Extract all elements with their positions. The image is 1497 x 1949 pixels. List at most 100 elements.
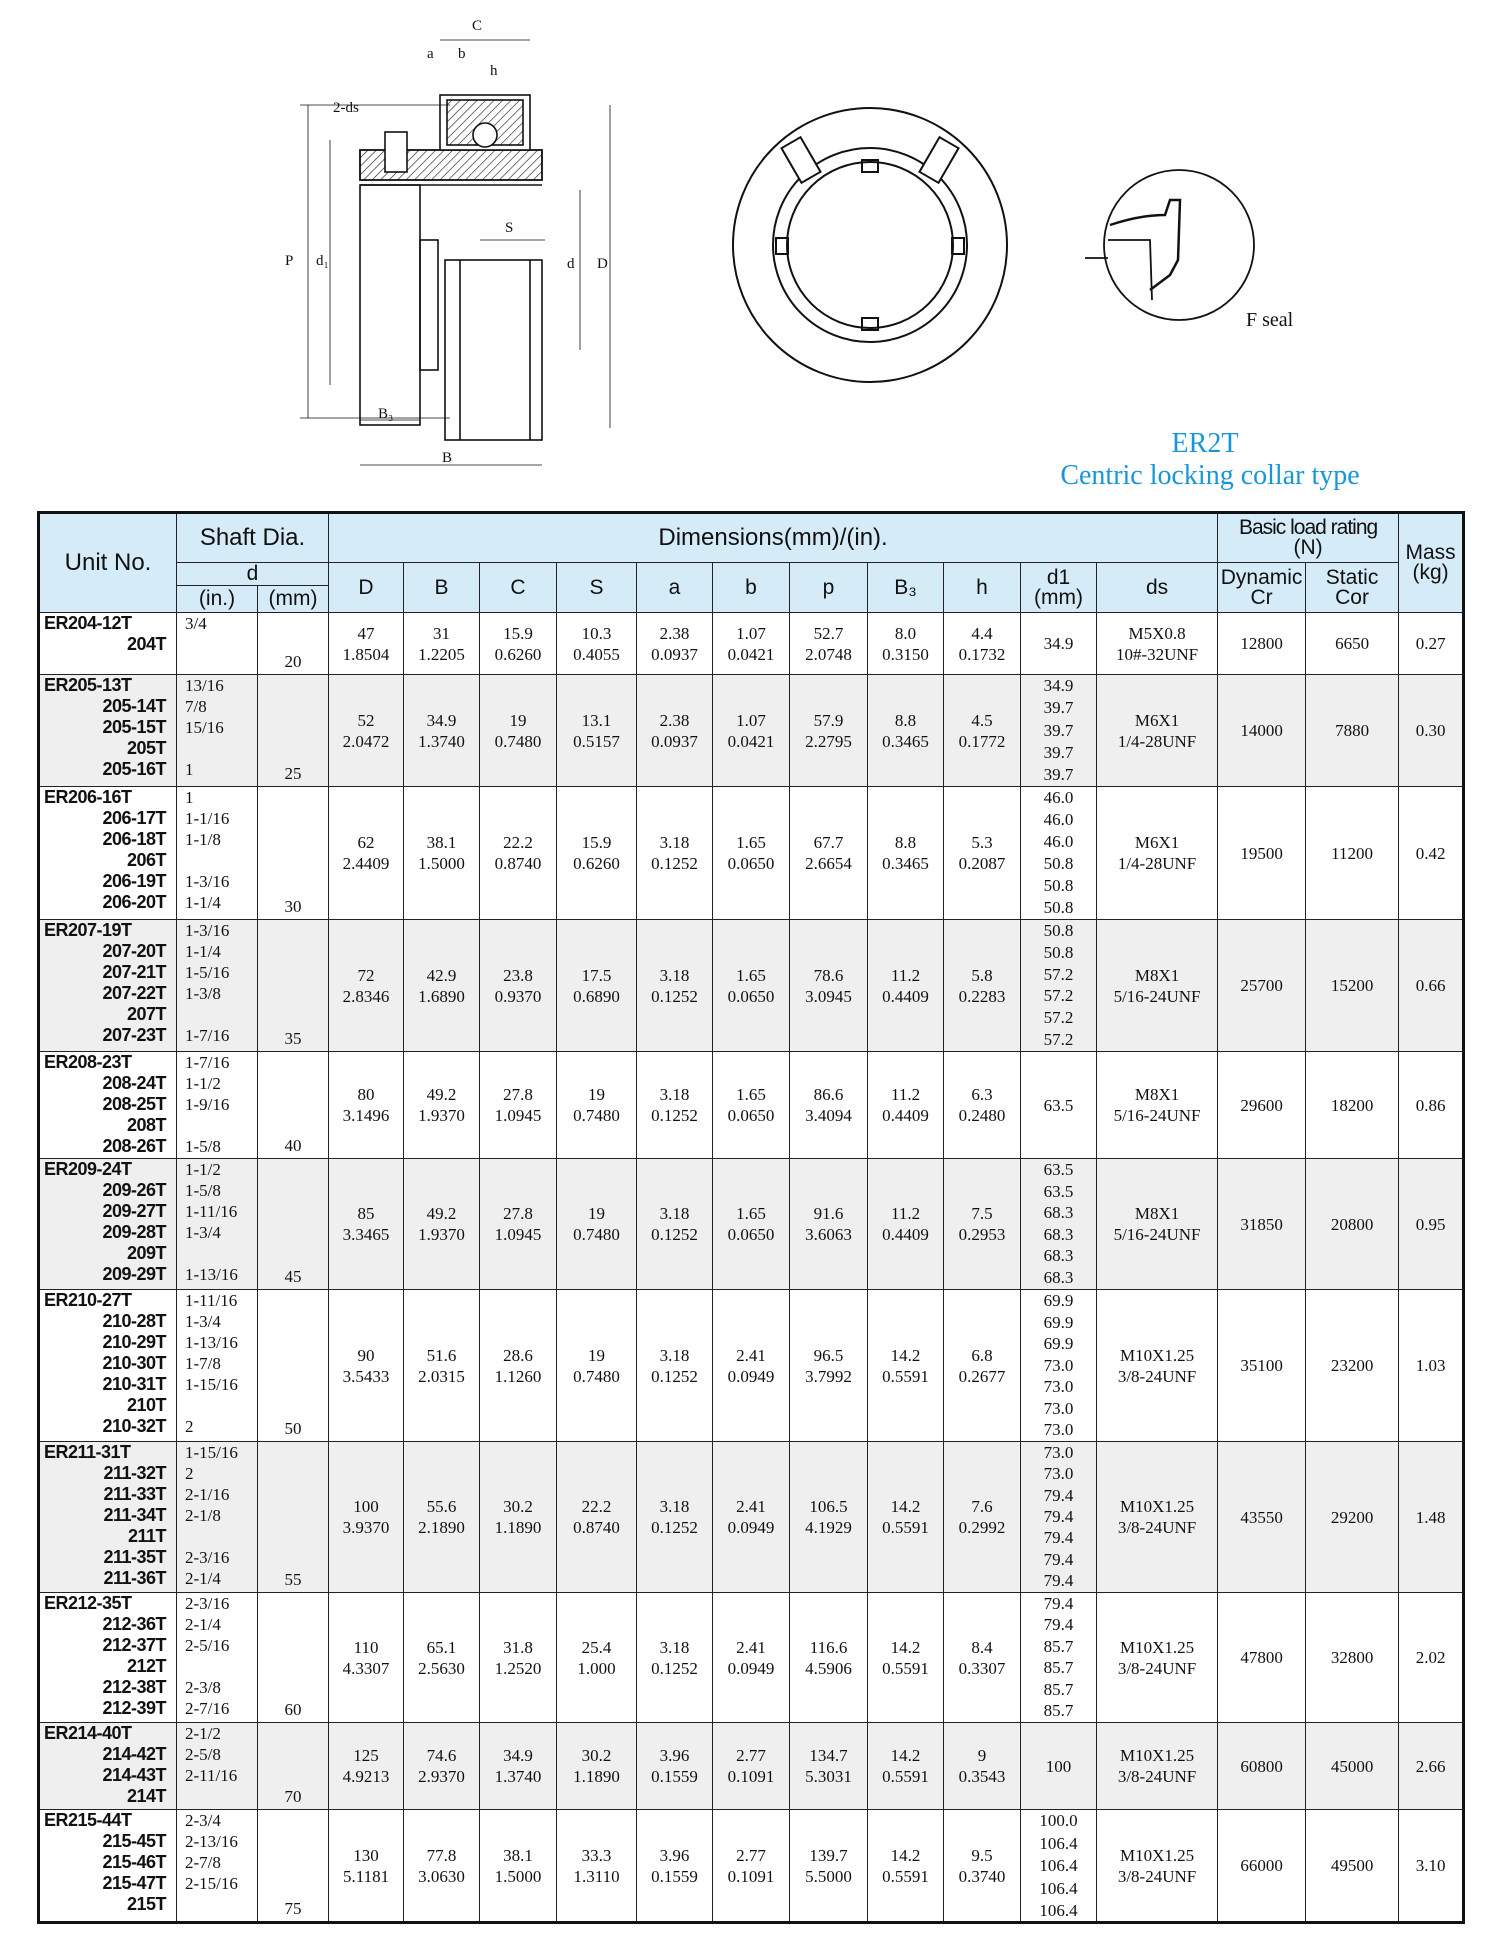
dim-p-value: 86.6 bbox=[813, 1085, 844, 1104]
product-subtitle: Centric locking collar type bbox=[1060, 460, 1360, 491]
dim-C-cell: 27.8 1.0945 bbox=[479, 1051, 558, 1159]
header-col-D: D bbox=[328, 562, 405, 613]
ds-value: 10#-32UNF bbox=[1115, 644, 1199, 664]
unit-no: ER210-27T bbox=[44, 1290, 132, 1310]
unit-no: 205T bbox=[126, 738, 167, 758]
dim-B3-cell: 14.2 0.5591 bbox=[867, 1592, 945, 1723]
dim-B-cell: 65.1 2.5630 bbox=[403, 1592, 481, 1723]
unit-no: 205-14T bbox=[102, 696, 166, 716]
dim-B-value: 2.0315 bbox=[418, 1366, 465, 1386]
dim-h-value: 8.4 bbox=[971, 1637, 993, 1657]
dynamic-cr-cell: 43550 bbox=[1217, 1441, 1307, 1593]
shaft-mm-cell: 30 bbox=[256, 786, 330, 920]
dim-B3-cell: 8.8 0.3465 bbox=[867, 786, 945, 920]
mass-unit: (kg) bbox=[1412, 561, 1449, 584]
dynamic-cr-cell: 12800 bbox=[1217, 612, 1307, 675]
dim-b-value: 1.07 bbox=[736, 710, 766, 730]
dim-b-cell: 2.41 0.0949 bbox=[712, 1289, 791, 1442]
shaft-inch: 1-1/4 bbox=[185, 942, 221, 961]
shaft-inch: 1-3/8 bbox=[185, 984, 221, 1003]
unit-no: 211-32T bbox=[103, 1463, 166, 1483]
shaft-inch: 2-15/16 bbox=[185, 1874, 238, 1893]
dim-D-value: 3.1496 bbox=[342, 1106, 390, 1125]
d1-value: 85.7 bbox=[1043, 1700, 1074, 1720]
dim-B3-cell: 14.2 0.5591 bbox=[867, 1441, 945, 1593]
shaft-inch: 15/16 bbox=[185, 718, 224, 737]
dim-S-value: 17.5 bbox=[581, 965, 612, 985]
dim-B-value: 51.6 bbox=[426, 1345, 457, 1365]
d1-value: 79.4 bbox=[1043, 1549, 1074, 1569]
dim-C-value: 28.6 bbox=[503, 1345, 533, 1365]
dim-D-value: 3.5433 bbox=[342, 1366, 390, 1386]
dim-C-value: 31.8 bbox=[503, 1637, 533, 1657]
d1-cell: 63.5 bbox=[1020, 1051, 1098, 1159]
dim-D-value: 80 bbox=[357, 1085, 375, 1104]
shaft-inch: 2-5/16 bbox=[185, 1636, 230, 1655]
d1-value: 73.0 bbox=[1043, 1443, 1074, 1462]
unit-no: 212-36T bbox=[102, 1614, 166, 1634]
unit-no: 211-36T bbox=[103, 1568, 166, 1588]
label-B: B bbox=[442, 450, 452, 466]
unit-no: 209T bbox=[126, 1243, 167, 1263]
dim-C-value: 1.0945 bbox=[494, 1225, 542, 1244]
dim-a-value: 0.1252 bbox=[651, 854, 698, 873]
dim-a-value: 0.1252 bbox=[651, 1518, 698, 1537]
header-col-h: h bbox=[943, 562, 1022, 613]
unit-no: 212-39T bbox=[102, 1698, 166, 1718]
shaft-inch: 1-13/16 bbox=[185, 1265, 238, 1284]
dim-h-value: 9.5 bbox=[971, 1845, 993, 1865]
dim-a-cell: 2.38 0.0937 bbox=[636, 612, 714, 675]
dim-p-value: 2.0748 bbox=[805, 644, 852, 664]
dim-a-value: 3.18 bbox=[659, 833, 690, 852]
shaft-inch-cell: 3/4 bbox=[176, 612, 258, 675]
dim-B3-value: 14.2 bbox=[890, 1637, 921, 1657]
ds-cell: M10X1.25 3/8-24UNF bbox=[1096, 1592, 1219, 1723]
dim-C-value: 1.3740 bbox=[494, 1767, 542, 1786]
dim-b-value: 2.41 bbox=[736, 1637, 766, 1657]
dynamic-cr-cell: 14000 bbox=[1217, 674, 1307, 787]
dim-B-cell: 77.8 3.0630 bbox=[403, 1809, 481, 1923]
dim-p-value: 3.4094 bbox=[805, 1106, 852, 1125]
unit-no-cell: ER207-19T 207-20T 207-21T 207-22T 207T 207-23… bbox=[38, 919, 177, 1052]
d1-cell: 34.9 39.7 39.7 39.7 39.7 bbox=[1020, 674, 1098, 787]
dim-C-cell: 38.1 1.5000 bbox=[479, 1809, 558, 1923]
dim-B3-value: 11.2 bbox=[890, 1204, 921, 1223]
unit-no: ER215-44T bbox=[44, 1810, 132, 1830]
static-cor-cell: 18200 bbox=[1305, 1051, 1400, 1159]
dim-B-cell: 34.9 1.3740 bbox=[403, 674, 481, 787]
d1-value: 39.7 bbox=[1043, 698, 1074, 718]
unit-no: 207T bbox=[126, 1004, 167, 1024]
header-dimensions: Dimensions(mm)/(in). bbox=[328, 512, 1219, 563]
dim-h-value: 0.2480 bbox=[958, 1106, 1006, 1125]
shaft-inch: 2-1/8 bbox=[185, 1506, 221, 1525]
dim-B3-value: 0.5591 bbox=[882, 1518, 929, 1537]
ds-value: M10X1.25 bbox=[1119, 1345, 1195, 1365]
table-row: ER208-23T 208-24T 208-25T 208T 208-26T 1-7/16… bbox=[38, 1051, 1465, 1159]
shaft-inch: 1-15/16 bbox=[185, 1443, 238, 1462]
dim-C-value: 19 bbox=[509, 710, 527, 730]
d1-cell: 69.9 69.9 69.9 73.0 73.0 73.0 73.0 bbox=[1020, 1289, 1098, 1442]
shaft-inch: 1-3/16 bbox=[185, 872, 230, 891]
dim-D-value: 5.1181 bbox=[342, 1866, 390, 1886]
dynamic-cr-cell: 60800 bbox=[1217, 1722, 1307, 1810]
shaft-inch: 1-13/16 bbox=[185, 1333, 238, 1352]
shaft-inch: 1-7/16 bbox=[185, 1053, 230, 1072]
unit-no: 209-28T bbox=[102, 1222, 166, 1242]
dim-h-cell: 9 0.3543 bbox=[943, 1722, 1022, 1810]
dynamic-cr-cell: 35100 bbox=[1217, 1289, 1307, 1442]
dim-a-value: 0.1252 bbox=[651, 1366, 698, 1386]
label-h: h bbox=[490, 63, 498, 79]
unit-no: 212-37T bbox=[102, 1635, 166, 1655]
d1-values: 34.9 bbox=[1021, 633, 1096, 654]
ds-value: M6X1 bbox=[1134, 710, 1180, 730]
dim-a-value: 0.1252 bbox=[651, 1658, 698, 1678]
dim-h-cell: 5.8 0.2283 bbox=[943, 919, 1022, 1052]
dim-p-value: 78.6 bbox=[813, 965, 844, 985]
shaft-inch: 1-15/16 bbox=[185, 1375, 238, 1394]
dim-B3-value: 0.5591 bbox=[882, 1366, 929, 1386]
d1-value: 79.4 bbox=[1043, 1594, 1074, 1613]
dim-S-cell: 30.2 1.1890 bbox=[556, 1722, 638, 1810]
ds-cell: M10X1.25 3/8-24UNF bbox=[1096, 1809, 1219, 1923]
cr-label: Cr bbox=[1250, 585, 1273, 609]
dim-B3-cell: 8.0 0.3150 bbox=[867, 612, 945, 675]
